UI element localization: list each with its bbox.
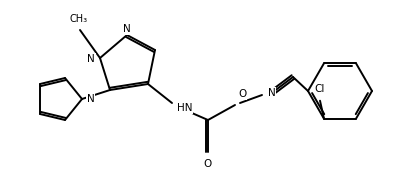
- Text: N: N: [87, 54, 95, 64]
- Text: N: N: [87, 94, 95, 104]
- Text: N: N: [123, 24, 131, 34]
- Text: N: N: [268, 88, 276, 98]
- Text: HN: HN: [177, 103, 192, 113]
- Text: CH₃: CH₃: [70, 14, 88, 24]
- Text: O: O: [204, 159, 212, 169]
- Text: O: O: [238, 89, 246, 99]
- Text: Cl: Cl: [315, 84, 325, 94]
